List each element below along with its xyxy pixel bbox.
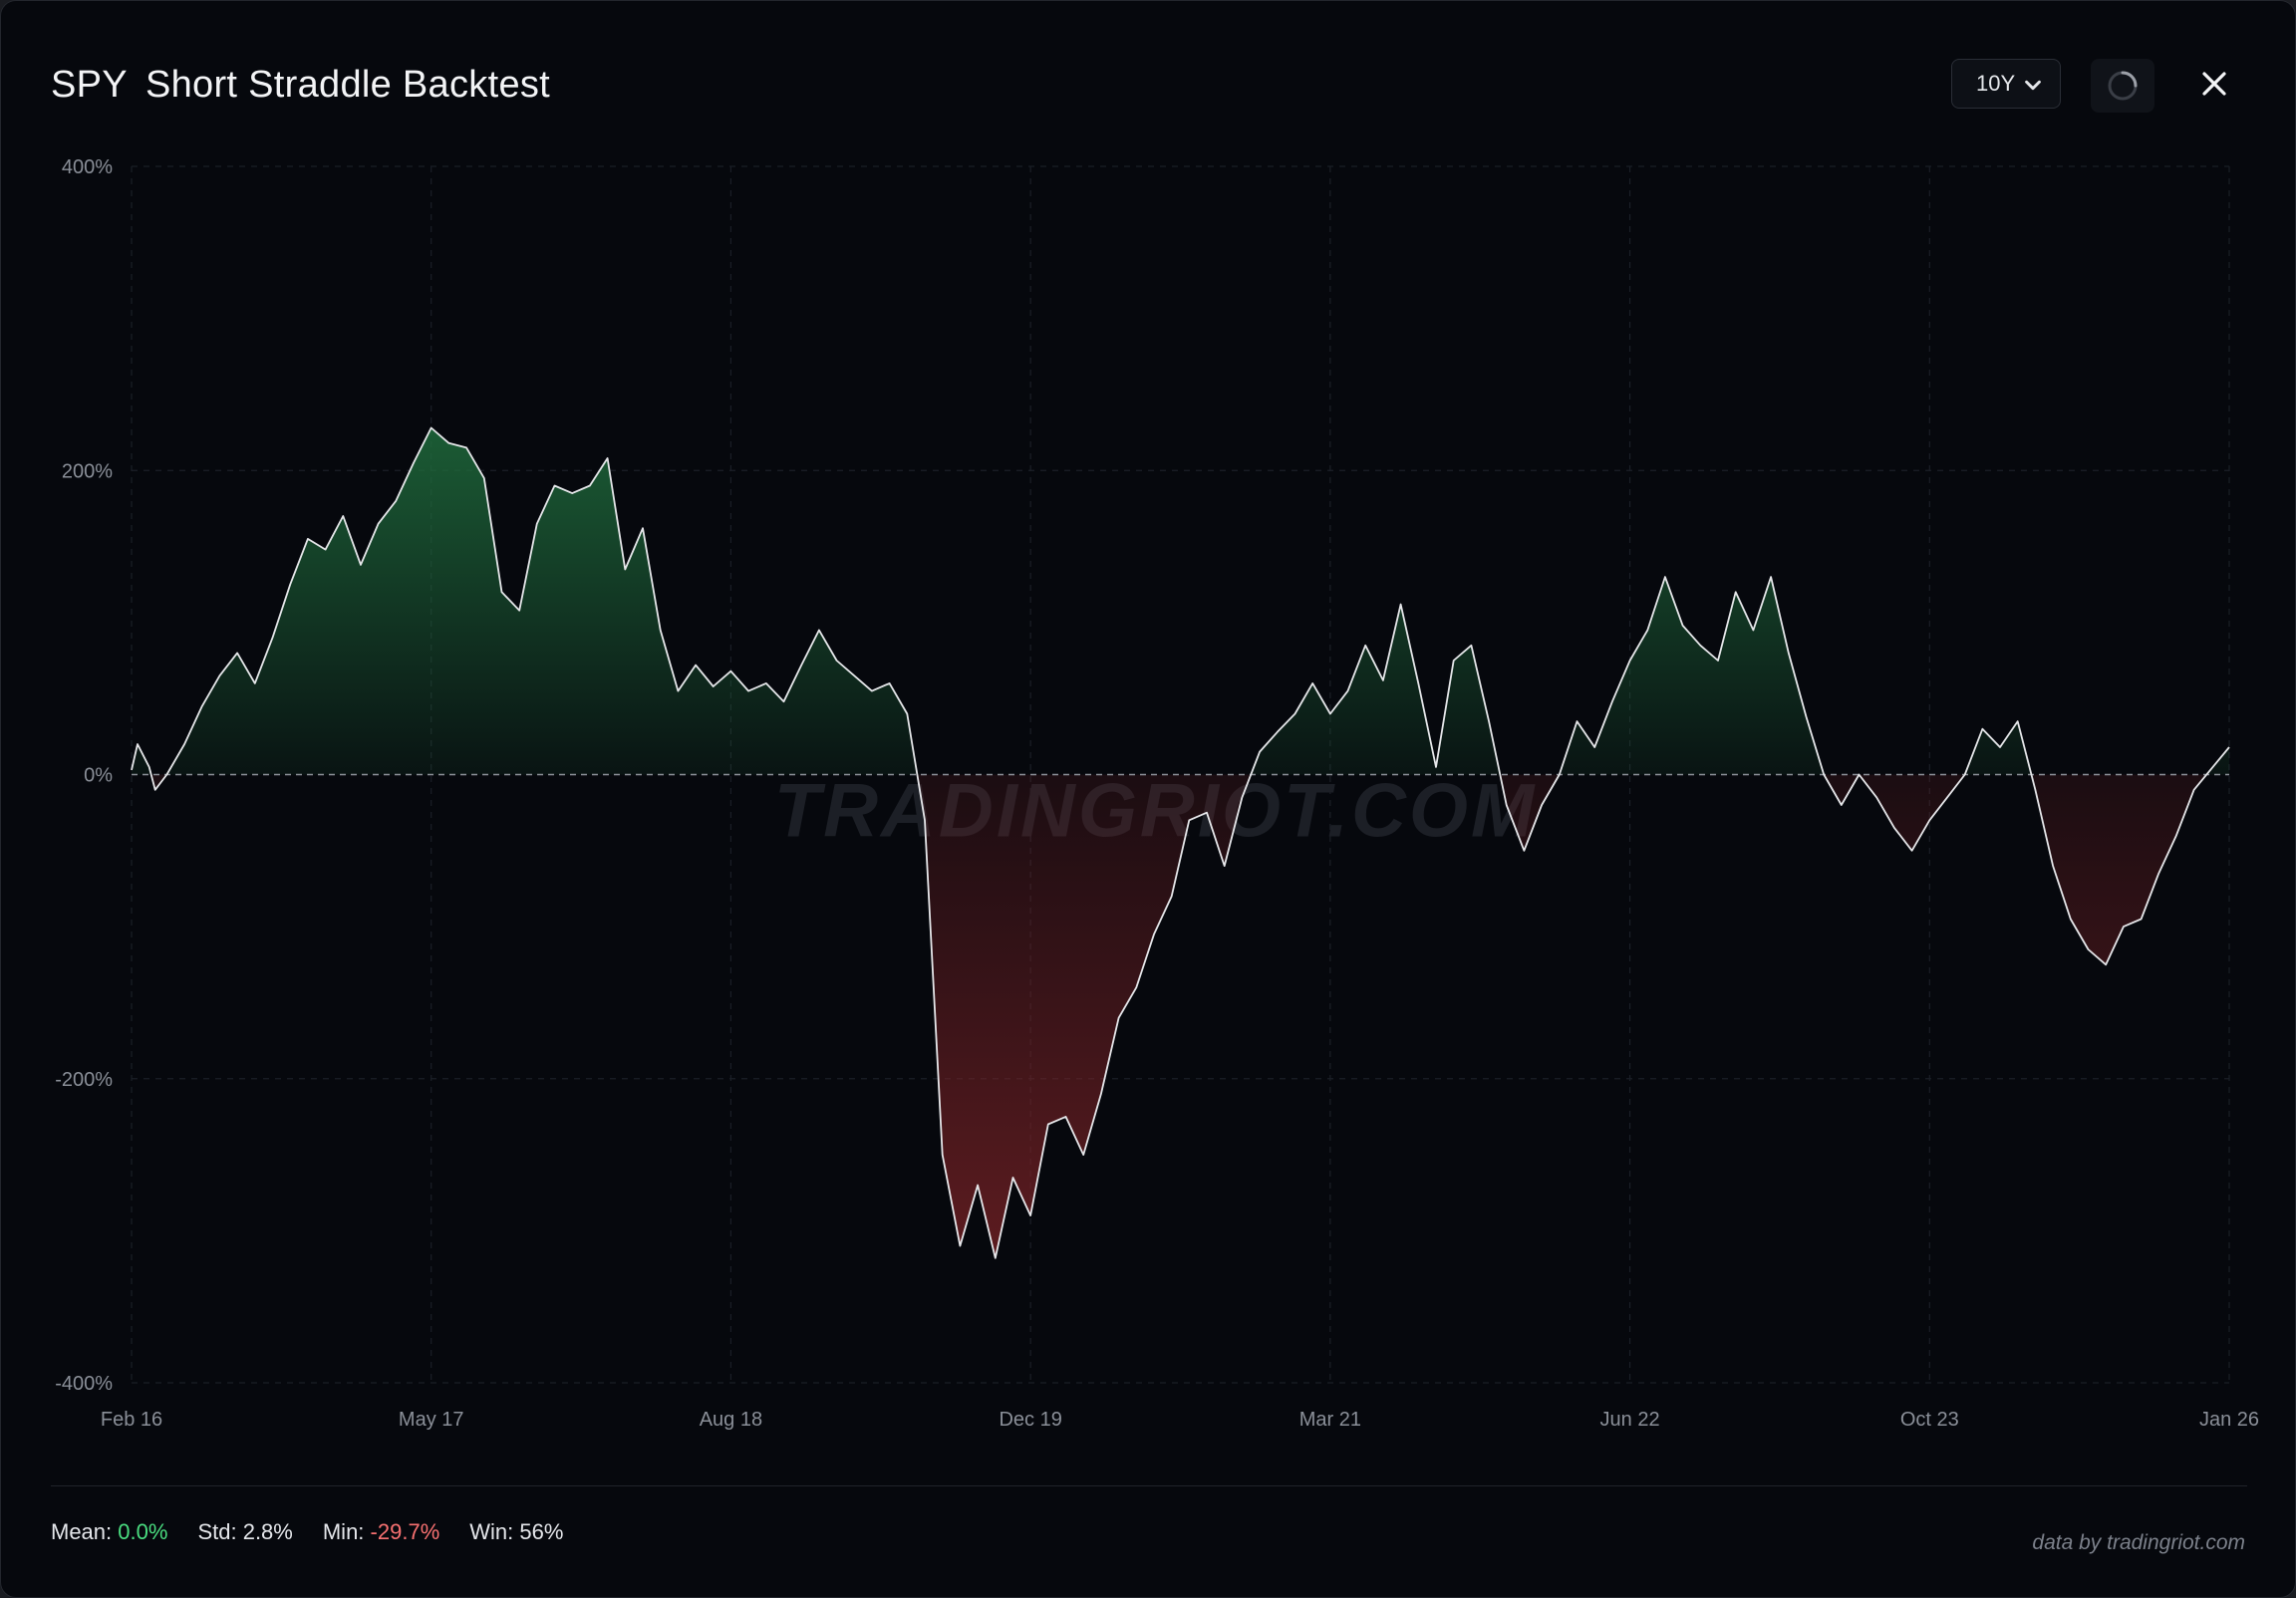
stat-std-label: Std: bbox=[197, 1519, 237, 1544]
stat-min: Min: -29.7% bbox=[323, 1519, 439, 1545]
period-select-value: 10Y bbox=[1976, 71, 2016, 96]
stats-bar: Mean: 0.0% Std: 2.8% Min: -29.7% Win: 56… bbox=[51, 1519, 593, 1545]
ticker-label: SPY bbox=[51, 63, 128, 106]
x-tick-label: Jun 22 bbox=[1600, 1409, 1660, 1431]
x-tick-label: Mar 21 bbox=[1299, 1409, 1361, 1431]
x-tick-label: Feb 16 bbox=[101, 1409, 162, 1431]
x-tick-label: Jan 26 bbox=[2199, 1409, 2259, 1431]
stat-win: Win: 56% bbox=[469, 1519, 563, 1545]
stat-mean-label: Mean: bbox=[51, 1519, 113, 1544]
stat-min-value: -29.7% bbox=[370, 1519, 440, 1544]
spinner-icon bbox=[2108, 71, 2138, 101]
x-tick-label: Aug 18 bbox=[700, 1409, 762, 1431]
stat-std: Std: 2.8% bbox=[197, 1519, 292, 1545]
y-tick-label: 200% bbox=[62, 460, 113, 482]
stat-mean-value: 0.0% bbox=[118, 1519, 168, 1544]
x-tick-label: Dec 19 bbox=[999, 1409, 1061, 1431]
x-tick-label: May 17 bbox=[399, 1409, 464, 1431]
stat-std-value: 2.8% bbox=[242, 1519, 293, 1544]
stat-min-label: Min: bbox=[322, 1519, 365, 1544]
modal-header: SPY Short Straddle Backtest bbox=[51, 57, 550, 113]
x-tick-label: Oct 23 bbox=[1900, 1409, 1959, 1431]
backtest-chart: TRADINGRIOT.COM400%200%0%-200%-400%Feb 1… bbox=[55, 156, 2259, 1431]
y-tick-label: 0% bbox=[84, 765, 113, 787]
stat-mean: Mean: 0.0% bbox=[51, 1519, 167, 1545]
stat-win-value: 56% bbox=[519, 1519, 564, 1544]
refresh-button[interactable] bbox=[2091, 59, 2154, 113]
period-select[interactable]: 10Y bbox=[1951, 59, 2061, 109]
footer-divider bbox=[51, 1485, 2247, 1486]
y-tick-label: -400% bbox=[55, 1373, 113, 1395]
stat-win-label: Win: bbox=[469, 1519, 514, 1544]
y-tick-label: -200% bbox=[55, 1069, 113, 1091]
data-credit: data by tradingriot.com bbox=[2032, 1531, 2245, 1554]
page-title: Short Straddle Backtest bbox=[144, 63, 551, 106]
close-button[interactable] bbox=[2193, 63, 2235, 105]
close-icon bbox=[2202, 72, 2226, 96]
series-line bbox=[131, 426, 2230, 1259]
y-tick-label: 400% bbox=[62, 156, 113, 178]
area-positive bbox=[132, 427, 2229, 775]
chevron-down-icon bbox=[2025, 80, 2041, 91]
